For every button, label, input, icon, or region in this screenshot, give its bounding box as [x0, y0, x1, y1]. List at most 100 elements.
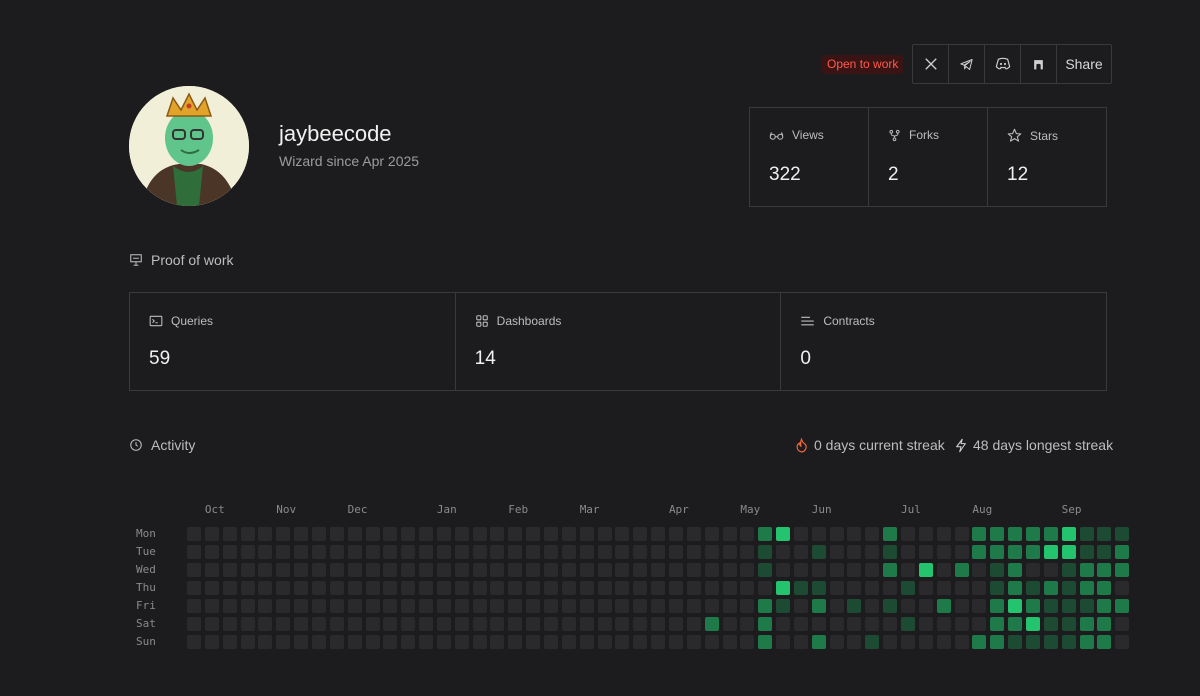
heatmap-cell[interactable]: [419, 635, 434, 649]
heatmap-cell[interactable]: [776, 635, 791, 649]
heatmap-cell[interactable]: [401, 545, 416, 559]
heatmap-cell[interactable]: [918, 635, 933, 649]
heatmap-cell[interactable]: [311, 599, 326, 613]
heatmap-cell[interactable]: [579, 581, 594, 595]
heatmap-cell[interactable]: [258, 599, 273, 613]
heatmap-cell[interactable]: [204, 581, 219, 595]
heatmap-cell[interactable]: [436, 581, 451, 595]
heatmap-cell[interactable]: [294, 617, 309, 631]
heatmap-cell[interactable]: [222, 635, 237, 649]
proof-dashboards[interactable]: Dashboards 14: [456, 293, 782, 390]
heatmap-cell[interactable]: [419, 581, 434, 595]
heatmap-cell[interactable]: [526, 581, 541, 595]
heatmap-cell[interactable]: [490, 617, 505, 631]
heatmap-cell[interactable]: [240, 581, 255, 595]
heatmap-cell[interactable]: [811, 635, 826, 649]
heatmap-cell[interactable]: [579, 545, 594, 559]
heatmap-cell[interactable]: [1079, 635, 1094, 649]
heatmap-cell[interactable]: [294, 527, 309, 541]
heatmap-cell[interactable]: [954, 563, 969, 577]
heatmap-cell[interactable]: [1025, 635, 1040, 649]
heatmap-cell[interactable]: [1008, 527, 1023, 541]
heatmap-cell[interactable]: [990, 545, 1005, 559]
heatmap-cell[interactable]: [436, 545, 451, 559]
heatmap-cell[interactable]: [847, 563, 862, 577]
heatmap-cell[interactable]: [579, 527, 594, 541]
heatmap-cell[interactable]: [1097, 545, 1112, 559]
heatmap-cell[interactable]: [865, 617, 880, 631]
heatmap-cell[interactable]: [936, 581, 951, 595]
heatmap-cell[interactable]: [1097, 635, 1112, 649]
heatmap-cell[interactable]: [579, 599, 594, 613]
proof-contracts[interactable]: Contracts 0: [781, 293, 1106, 390]
heatmap-cell[interactable]: [954, 635, 969, 649]
heatmap-cell[interactable]: [990, 563, 1005, 577]
heatmap-cell[interactable]: [490, 545, 505, 559]
heatmap-cell[interactable]: [633, 635, 648, 649]
heatmap-cell[interactable]: [1115, 545, 1130, 559]
heatmap-cell[interactable]: [633, 599, 648, 613]
heatmap-cell[interactable]: [651, 545, 666, 559]
heatmap-cell[interactable]: [811, 617, 826, 631]
heatmap-cell[interactable]: [722, 581, 737, 595]
heatmap-cell[interactable]: [329, 581, 344, 595]
heatmap-cell[interactable]: [240, 563, 255, 577]
heatmap-cell[interactable]: [633, 545, 648, 559]
heatmap-cell[interactable]: [740, 635, 755, 649]
heatmap-cell[interactable]: [311, 635, 326, 649]
heatmap-cell[interactable]: [1025, 527, 1040, 541]
heatmap-cell[interactable]: [258, 581, 273, 595]
proof-queries[interactable]: Queries 59: [130, 293, 456, 390]
heatmap-cell[interactable]: [204, 563, 219, 577]
heatmap-cell[interactable]: [722, 563, 737, 577]
heatmap-cell[interactable]: [597, 581, 612, 595]
heatmap-cell[interactable]: [276, 617, 291, 631]
heatmap-cell[interactable]: [1043, 563, 1058, 577]
heatmap-cell[interactable]: [615, 635, 630, 649]
heatmap-cell[interactable]: [294, 545, 309, 559]
heatmap-cell[interactable]: [1079, 581, 1094, 595]
heatmap-cell[interactable]: [1008, 545, 1023, 559]
heatmap-cell[interactable]: [1043, 527, 1058, 541]
heatmap-cell[interactable]: [686, 527, 701, 541]
heatmap-cell[interactable]: [633, 581, 648, 595]
heatmap-cell[interactable]: [401, 635, 416, 649]
heatmap-cell[interactable]: [490, 527, 505, 541]
heatmap-cell[interactable]: [561, 563, 576, 577]
heatmap-cell[interactable]: [490, 599, 505, 613]
heatmap-cell[interactable]: [901, 563, 915, 577]
heatmap-cell[interactable]: [829, 617, 844, 631]
heatmap-cell[interactable]: [1061, 635, 1076, 649]
heatmap-cell[interactable]: [311, 563, 326, 577]
heatmap-cell[interactable]: [294, 563, 309, 577]
heatmap-cell[interactable]: [508, 545, 523, 559]
heatmap-cell[interactable]: [544, 581, 558, 595]
heatmap-cell[interactable]: [472, 527, 487, 541]
heatmap-cell[interactable]: [187, 545, 201, 559]
heatmap-cell[interactable]: [240, 617, 255, 631]
heatmap-cell[interactable]: [347, 599, 362, 613]
heatmap-cell[interactable]: [686, 599, 701, 613]
heatmap-cell[interactable]: [901, 635, 915, 649]
heatmap-cell[interactable]: [704, 635, 719, 649]
heatmap-cell[interactable]: [740, 617, 755, 631]
heatmap-cell[interactable]: [561, 635, 576, 649]
heatmap-cell[interactable]: [1079, 599, 1094, 613]
heatmap-cell[interactable]: [972, 581, 987, 595]
heatmap-cell[interactable]: [187, 563, 201, 577]
heatmap-cell[interactable]: [187, 581, 201, 595]
heatmap-cell[interactable]: [990, 527, 1005, 541]
heatmap-cell[interactable]: [972, 545, 987, 559]
heatmap-cell[interactable]: [722, 617, 737, 631]
heatmap-cell[interactable]: [1115, 581, 1130, 595]
heatmap-cell[interactable]: [204, 545, 219, 559]
heatmap-cell[interactable]: [668, 617, 683, 631]
heatmap-cell[interactable]: [276, 599, 291, 613]
telegram-link-button[interactable]: [949, 45, 985, 83]
heatmap-cell[interactable]: [918, 599, 933, 613]
heatmap-cell[interactable]: [401, 581, 416, 595]
heatmap-cell[interactable]: [686, 635, 701, 649]
heatmap-cell[interactable]: [472, 635, 487, 649]
heatmap-cell[interactable]: [240, 527, 255, 541]
heatmap-cell[interactable]: [508, 581, 523, 595]
